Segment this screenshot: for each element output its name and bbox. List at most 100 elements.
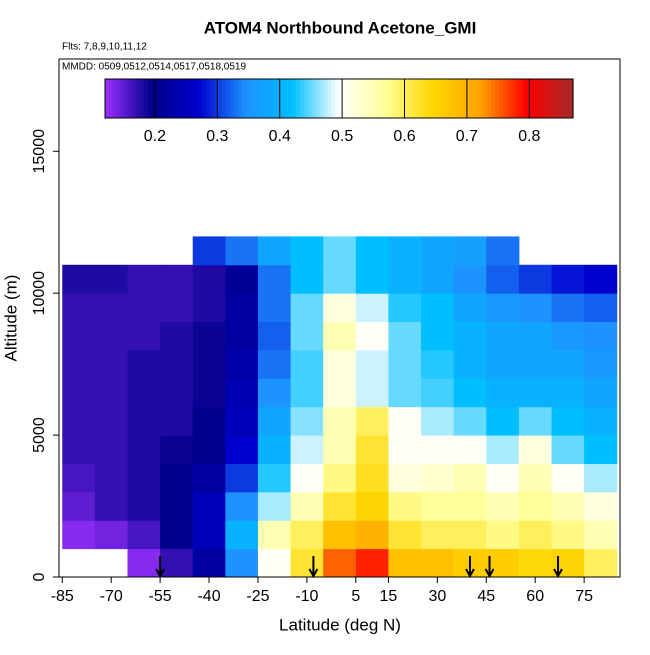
heat-cell — [388, 520, 422, 550]
colorbar-swatch — [420, 79, 426, 118]
heat-cell — [290, 463, 324, 493]
heat-cell — [290, 293, 324, 323]
colorbar-swatch — [159, 79, 165, 118]
heat-cell — [62, 293, 96, 323]
heat-cell — [290, 236, 324, 266]
colorbar-swatch — [495, 79, 500, 118]
heat-cell — [453, 406, 487, 436]
colorbar-tick-label: 0.5 — [331, 128, 353, 145]
colorbar-swatch — [335, 79, 340, 118]
subtitle: MMDD: 0509,0512,0514,0517,0518,0519 — [62, 62, 246, 73]
heat-cell — [62, 406, 96, 436]
colorbar-swatch — [249, 79, 254, 118]
heat-cell — [388, 406, 422, 436]
heat-cell — [486, 520, 520, 550]
arrow — [465, 556, 475, 579]
colorbar-swatch — [541, 79, 547, 118]
colorbar-swatch — [530, 79, 535, 118]
heat-cell — [584, 463, 618, 493]
colorbar-swatch — [475, 79, 480, 118]
heat-cell — [453, 435, 487, 464]
heat-cell — [257, 406, 292, 436]
heat-cell — [127, 435, 161, 464]
heat-cell — [453, 264, 487, 294]
heat-cell — [421, 378, 455, 408]
colorbar-swatch — [253, 79, 258, 118]
colorbar-tick-label: 0.3 — [206, 128, 228, 145]
heat-cell — [453, 349, 487, 379]
colorbar-swatch — [331, 79, 336, 118]
heat-cell — [94, 293, 128, 323]
colorbar-swatch — [354, 79, 360, 118]
heat-cell — [94, 378, 128, 408]
colorbar-swatch — [186, 79, 192, 118]
heat-cell — [225, 548, 259, 578]
colorbar-swatch — [300, 79, 305, 118]
heat-cell — [160, 463, 194, 493]
heat-cell — [94, 406, 128, 436]
heat-cell — [551, 520, 585, 550]
heat-cell — [421, 463, 455, 493]
heat-cell — [225, 435, 259, 464]
heat-cell — [551, 406, 585, 436]
x-tick-label: 60 — [526, 588, 544, 605]
subtitle: Flts: 7,8,9,10,11,12 — [62, 42, 147, 53]
colorbar-swatch — [128, 79, 133, 118]
heat-cell — [518, 520, 553, 550]
heat-cell — [323, 378, 357, 408]
x-tick-label: 5 — [351, 588, 360, 605]
heat-cell — [192, 378, 226, 408]
heat-cell — [486, 463, 520, 493]
heat-cell — [62, 463, 96, 493]
colorbar-swatch — [491, 79, 496, 118]
heat-cell — [257, 520, 292, 550]
heat-cell — [225, 264, 259, 294]
heat-cell — [160, 435, 194, 464]
y-tick-label: 5000 — [31, 417, 48, 453]
heat-cell — [192, 520, 226, 550]
heat-cell — [453, 321, 487, 351]
colorbar-swatch — [444, 79, 449, 118]
colorbar-swatch — [140, 79, 145, 118]
heat-cell — [551, 378, 585, 408]
colorbar-swatch — [342, 79, 348, 118]
heat-cell — [290, 520, 324, 550]
colorbar-swatch — [428, 79, 434, 118]
heat-cell — [584, 349, 618, 379]
heat-cell — [584, 264, 618, 294]
arrow — [553, 556, 563, 579]
colorbar-swatch — [545, 79, 551, 118]
plot-frame — [58, 58, 621, 578]
colorbar-swatch — [522, 79, 527, 118]
colorbar-swatch — [378, 79, 383, 118]
colorbar-swatch — [245, 79, 250, 118]
heat-cell — [127, 406, 161, 436]
y-axis-title: Altitude (m) — [1, 275, 20, 362]
heat-cell — [290, 378, 324, 408]
heat-cell — [290, 491, 324, 521]
colorbar-swatch — [381, 79, 387, 118]
x-tick-label: -55 — [149, 588, 172, 605]
heat-cell — [518, 321, 553, 351]
heat-cell — [160, 293, 194, 323]
heat-cell — [355, 463, 389, 493]
heat-cell — [421, 520, 455, 550]
heat-cell — [388, 378, 422, 408]
heat-cell — [160, 378, 194, 408]
heat-cell — [160, 321, 194, 351]
heat-cell — [421, 321, 455, 351]
heat-cell — [290, 435, 324, 464]
x-tick-label: -10 — [295, 588, 318, 605]
y-tick-label: 10000 — [31, 271, 48, 316]
colorbar-swatch — [136, 79, 141, 118]
heat-cell — [257, 349, 292, 379]
colorbar-swatch — [241, 79, 246, 118]
colorbar-swatch — [459, 79, 465, 118]
colorbar-swatch — [222, 79, 227, 118]
heat-cell — [257, 435, 292, 464]
heat-cell — [518, 264, 553, 294]
heat-cell — [323, 435, 357, 464]
heat-cell — [486, 264, 520, 294]
heat-cell — [388, 321, 422, 351]
